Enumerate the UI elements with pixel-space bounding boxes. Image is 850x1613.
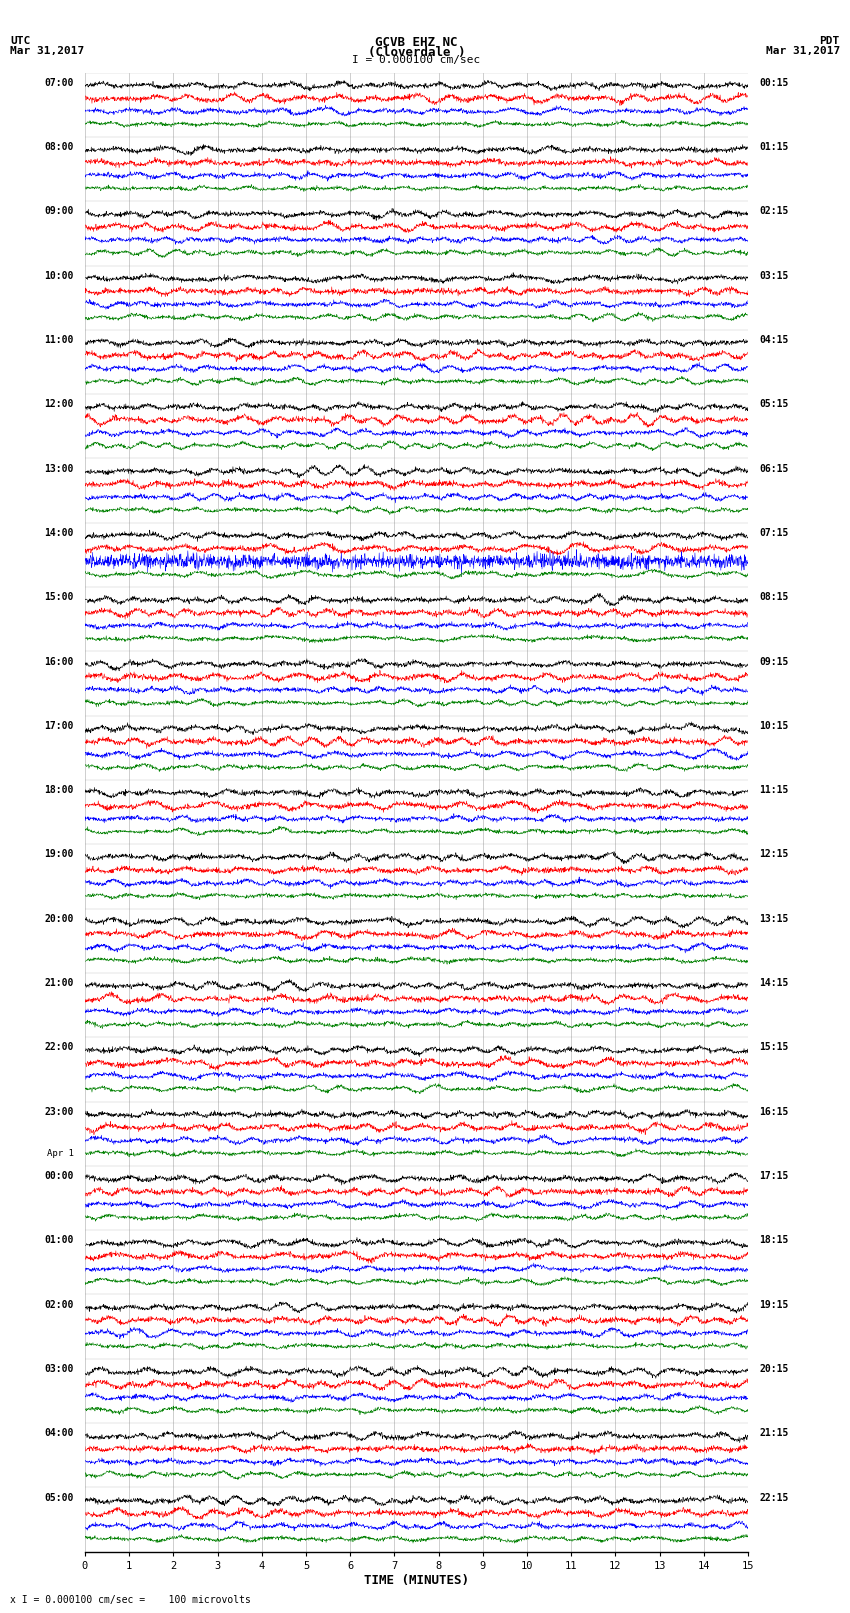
Text: 08:00: 08:00	[44, 142, 74, 152]
Text: 14:00: 14:00	[44, 527, 74, 537]
Text: Apr 1: Apr 1	[47, 1148, 74, 1158]
Text: PDT: PDT	[819, 37, 840, 47]
Text: 03:15: 03:15	[759, 271, 789, 281]
Text: 11:15: 11:15	[759, 786, 789, 795]
Text: 15:15: 15:15	[759, 1042, 789, 1052]
Text: 04:15: 04:15	[759, 336, 789, 345]
Text: 00:15: 00:15	[759, 77, 789, 87]
Text: 03:00: 03:00	[44, 1365, 74, 1374]
Text: 20:00: 20:00	[44, 913, 74, 924]
Text: UTC: UTC	[10, 37, 31, 47]
Text: 04:00: 04:00	[44, 1428, 74, 1439]
Text: 12:15: 12:15	[759, 850, 789, 860]
Text: 14:15: 14:15	[759, 977, 789, 989]
Text: 21:15: 21:15	[759, 1428, 789, 1439]
Text: 10:15: 10:15	[759, 721, 789, 731]
Text: 19:00: 19:00	[44, 850, 74, 860]
Text: 16:00: 16:00	[44, 656, 74, 666]
Text: 22:00: 22:00	[44, 1042, 74, 1052]
Text: 10:00: 10:00	[44, 271, 74, 281]
Text: 02:15: 02:15	[759, 206, 789, 216]
Text: (Cloverdale ): (Cloverdale )	[368, 45, 465, 60]
Text: 17:15: 17:15	[759, 1171, 789, 1181]
Text: 01:00: 01:00	[44, 1236, 74, 1245]
Text: 18:00: 18:00	[44, 786, 74, 795]
Text: 17:00: 17:00	[44, 721, 74, 731]
X-axis label: TIME (MINUTES): TIME (MINUTES)	[364, 1574, 469, 1587]
Text: 07:15: 07:15	[759, 527, 789, 537]
Text: 08:15: 08:15	[759, 592, 789, 602]
Text: 15:00: 15:00	[44, 592, 74, 602]
Text: 12:00: 12:00	[44, 400, 74, 410]
Text: GCVB EHZ NC: GCVB EHZ NC	[375, 37, 458, 50]
Text: 07:00: 07:00	[44, 77, 74, 87]
Text: 16:15: 16:15	[759, 1107, 789, 1116]
Text: 01:15: 01:15	[759, 142, 789, 152]
Text: 06:15: 06:15	[759, 463, 789, 474]
Text: Mar 31,2017: Mar 31,2017	[766, 45, 840, 56]
Text: 21:00: 21:00	[44, 977, 74, 989]
Text: 13:00: 13:00	[44, 463, 74, 474]
Text: 09:15: 09:15	[759, 656, 789, 666]
Text: 05:00: 05:00	[44, 1492, 74, 1503]
Text: 13:15: 13:15	[759, 913, 789, 924]
Text: 18:15: 18:15	[759, 1236, 789, 1245]
Text: 00:00: 00:00	[44, 1171, 74, 1181]
Text: 23:00: 23:00	[44, 1107, 74, 1116]
Text: Mar 31,2017: Mar 31,2017	[10, 45, 84, 56]
Text: I = 0.000100 cm/sec: I = 0.000100 cm/sec	[353, 55, 480, 65]
Text: 20:15: 20:15	[759, 1365, 789, 1374]
Text: 02:00: 02:00	[44, 1300, 74, 1310]
Text: 09:00: 09:00	[44, 206, 74, 216]
Text: 22:15: 22:15	[759, 1492, 789, 1503]
Text: x I = 0.000100 cm/sec =    100 microvolts: x I = 0.000100 cm/sec = 100 microvolts	[10, 1595, 251, 1605]
Text: 19:15: 19:15	[759, 1300, 789, 1310]
Text: 11:00: 11:00	[44, 336, 74, 345]
Text: 05:15: 05:15	[759, 400, 789, 410]
